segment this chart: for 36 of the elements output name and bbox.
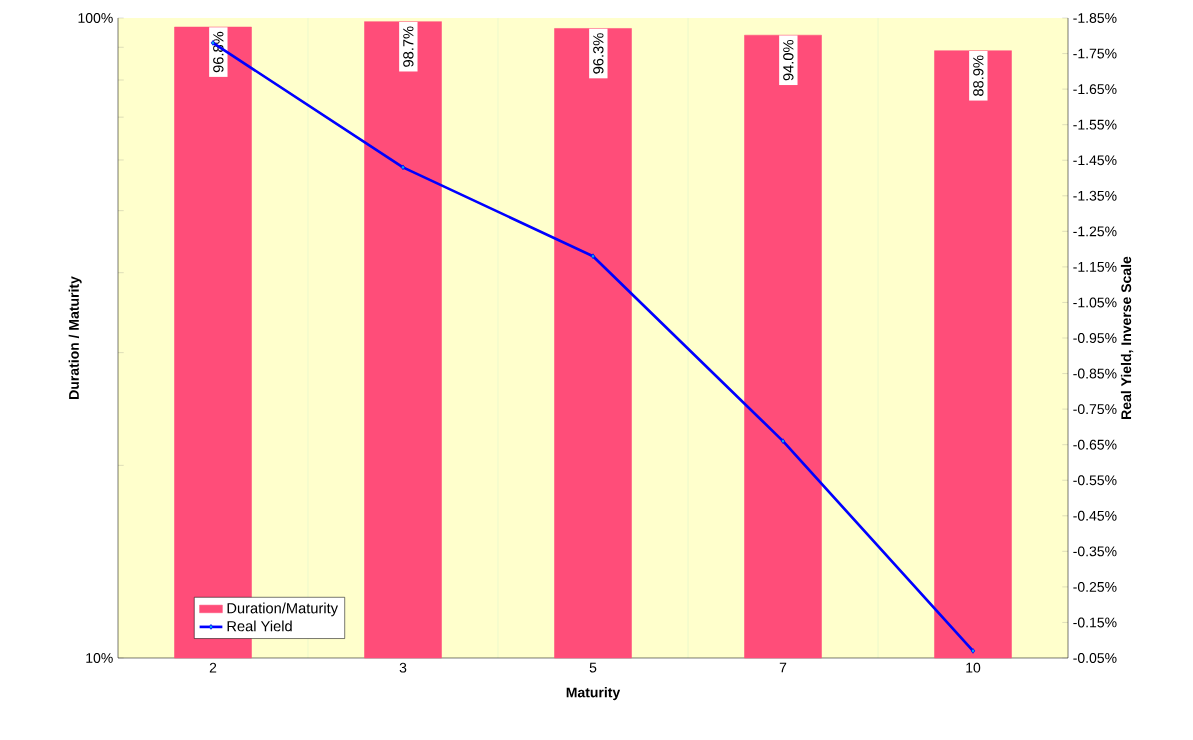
x-tick-label: 5: [589, 662, 597, 673]
y2-tick-label: -0.85%: [1073, 368, 1117, 379]
y2-tick-label: -0.45%: [1073, 510, 1117, 521]
y2-tick-label: -0.35%: [1073, 546, 1117, 557]
y-tick-label: 100%: [78, 13, 113, 23]
y2-tick-label: -0.65%: [1073, 439, 1117, 450]
y2-tick-label: -0.95%: [1073, 333, 1117, 343]
y2-tick-label: -0.05%: [1073, 653, 1117, 663]
x-tick-label: 2: [209, 662, 217, 673]
data-label: 94.0%: [783, 40, 794, 81]
data-label: 98.7%: [403, 26, 414, 67]
y2-tick-label: -1.65%: [1073, 84, 1117, 95]
y2-tick-label: -1.15%: [1073, 261, 1117, 272]
x-tick-label: 7: [779, 662, 787, 673]
y2-tick-label: -1.45%: [1073, 155, 1117, 166]
y2-tick-label: -0.75%: [1073, 404, 1117, 415]
y2-tick-label: -1.25%: [1073, 226, 1117, 237]
x-tick-label: 3: [399, 662, 407, 673]
data-label: 96.8%: [213, 31, 224, 73]
y-tick-label: 10%: [86, 653, 113, 663]
y2-axis-title: Real Yield, Inverse Scale: [1120, 256, 1134, 419]
y2-tick-label: -0.25%: [1073, 581, 1117, 592]
data-label: 88.9%: [973, 55, 984, 96]
x-axis-title: Maturity: [566, 687, 621, 701]
y2-tick-label: -1.35%: [1073, 190, 1117, 201]
x-tick-label: 10: [966, 662, 981, 673]
y2-tick-label: -0.15%: [1073, 617, 1117, 628]
legend-label: Real Yield: [227, 620, 292, 632]
y2-tick-label: -0.55%: [1073, 475, 1117, 486]
legend-label: Duration/Maturity: [227, 602, 338, 617]
y-axis-title: Duration / Maturity: [68, 276, 82, 399]
y2-tick-label: -1.05%: [1073, 297, 1117, 308]
data-label: 96.3%: [593, 33, 604, 74]
y2-tick-label: -1.75%: [1073, 48, 1117, 59]
y2-tick-label: -1.85%: [1073, 13, 1117, 23]
y2-tick-label: -1.55%: [1073, 119, 1117, 130]
